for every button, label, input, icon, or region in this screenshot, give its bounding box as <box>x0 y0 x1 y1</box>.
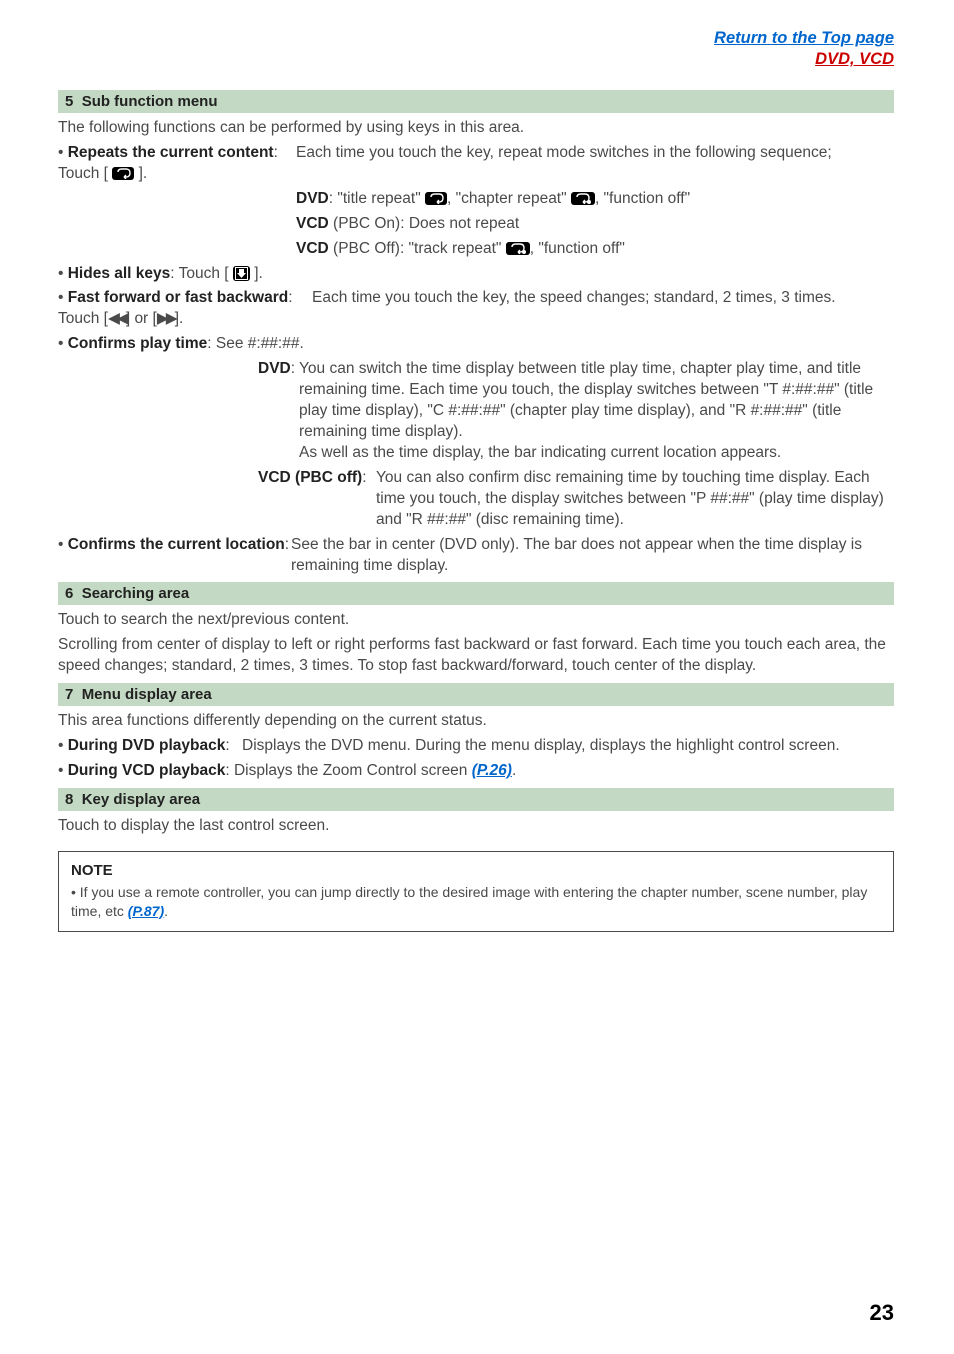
section-5-bar: 5 Sub function menu <box>58 90 894 113</box>
item-during-dvd: • During DVD playback: Displays the DVD … <box>58 736 894 757</box>
sub-vcd-pbcon: VCD (PBC On): Does not repeat <box>296 214 894 235</box>
item-repeats: • Repeats the current content: Touch [ ]… <box>58 143 894 185</box>
section-7-intro: This area functions differently dependin… <box>58 711 894 732</box>
section-8-bar: 8 Key display area <box>58 788 894 811</box>
section-6-title: Searching area <box>82 585 190 602</box>
item-hides: • Hides all keys: Touch [ ]. <box>58 264 894 285</box>
section-8-num: 8 <box>65 791 73 808</box>
sub2-dvd: DVD: You can switch the time display bet… <box>258 359 894 464</box>
page-number: 23 <box>870 1300 894 1326</box>
section-5-intro: The following functions can be performed… <box>58 118 894 139</box>
section-5-num: 5 <box>65 93 73 110</box>
header-links: Return to the Top page DVD, VCD <box>58 28 894 70</box>
note-title: NOTE <box>71 862 881 879</box>
item-ffwd: • Fast forward or fast backward: Touch [… <box>58 288 894 330</box>
section-6-p2: Scrolling from center of display to left… <box>58 635 894 677</box>
section-7-bar: 7 Menu display area <box>58 683 894 706</box>
repeat-icon <box>425 192 447 205</box>
section-6-num: 6 <box>65 585 73 602</box>
section-5-title: Sub function menu <box>82 93 218 110</box>
return-top-link[interactable]: Return to the Top page <box>714 29 894 47</box>
repeat-one-icon <box>571 192 595 205</box>
note-body: • If you use a remote controller, you ca… <box>71 883 881 921</box>
label-repeats: Repeats the current content <box>68 144 274 161</box>
repeat-icon <box>112 167 134 180</box>
section-7-title: Menu display area <box>82 686 212 703</box>
hide-icon <box>233 266 250 281</box>
sub-vcd-pbcoff: VCD (PBC Off): "track repeat" , "functio… <box>296 239 894 260</box>
item-playtime: • Confirms play time: See #:##:##. <box>58 334 894 355</box>
section-6-p1: Touch to search the next/previous conten… <box>58 610 894 631</box>
forward-icon: ▶▶ <box>157 310 175 327</box>
note-box: NOTE • If you use a remote controller, y… <box>58 851 894 932</box>
section-8-title: Key display area <box>82 791 200 808</box>
rewind-icon: ◀◀ <box>108 310 126 327</box>
repeat-one-icon <box>506 242 530 255</box>
p87-link[interactable]: (P.87) <box>128 903 164 919</box>
item-location: • Confirms the current location: See the… <box>58 535 894 577</box>
section-6-bar: 6 Searching area <box>58 582 894 605</box>
item-during-vcd: • During VCD playback: Displays the Zoom… <box>58 761 894 782</box>
section-7-num: 7 <box>65 686 73 703</box>
p26-link[interactable]: (P.26) <box>472 762 512 779</box>
sub-dvd-repeat: DVD: "title repeat" , "chapter repeat" ,… <box>296 189 894 210</box>
section-8-p1: Touch to display the last control screen… <box>58 816 894 837</box>
sub2-vcd: VCD (PBC off): You can also confirm disc… <box>258 468 894 531</box>
section-link[interactable]: DVD, VCD <box>815 50 894 68</box>
